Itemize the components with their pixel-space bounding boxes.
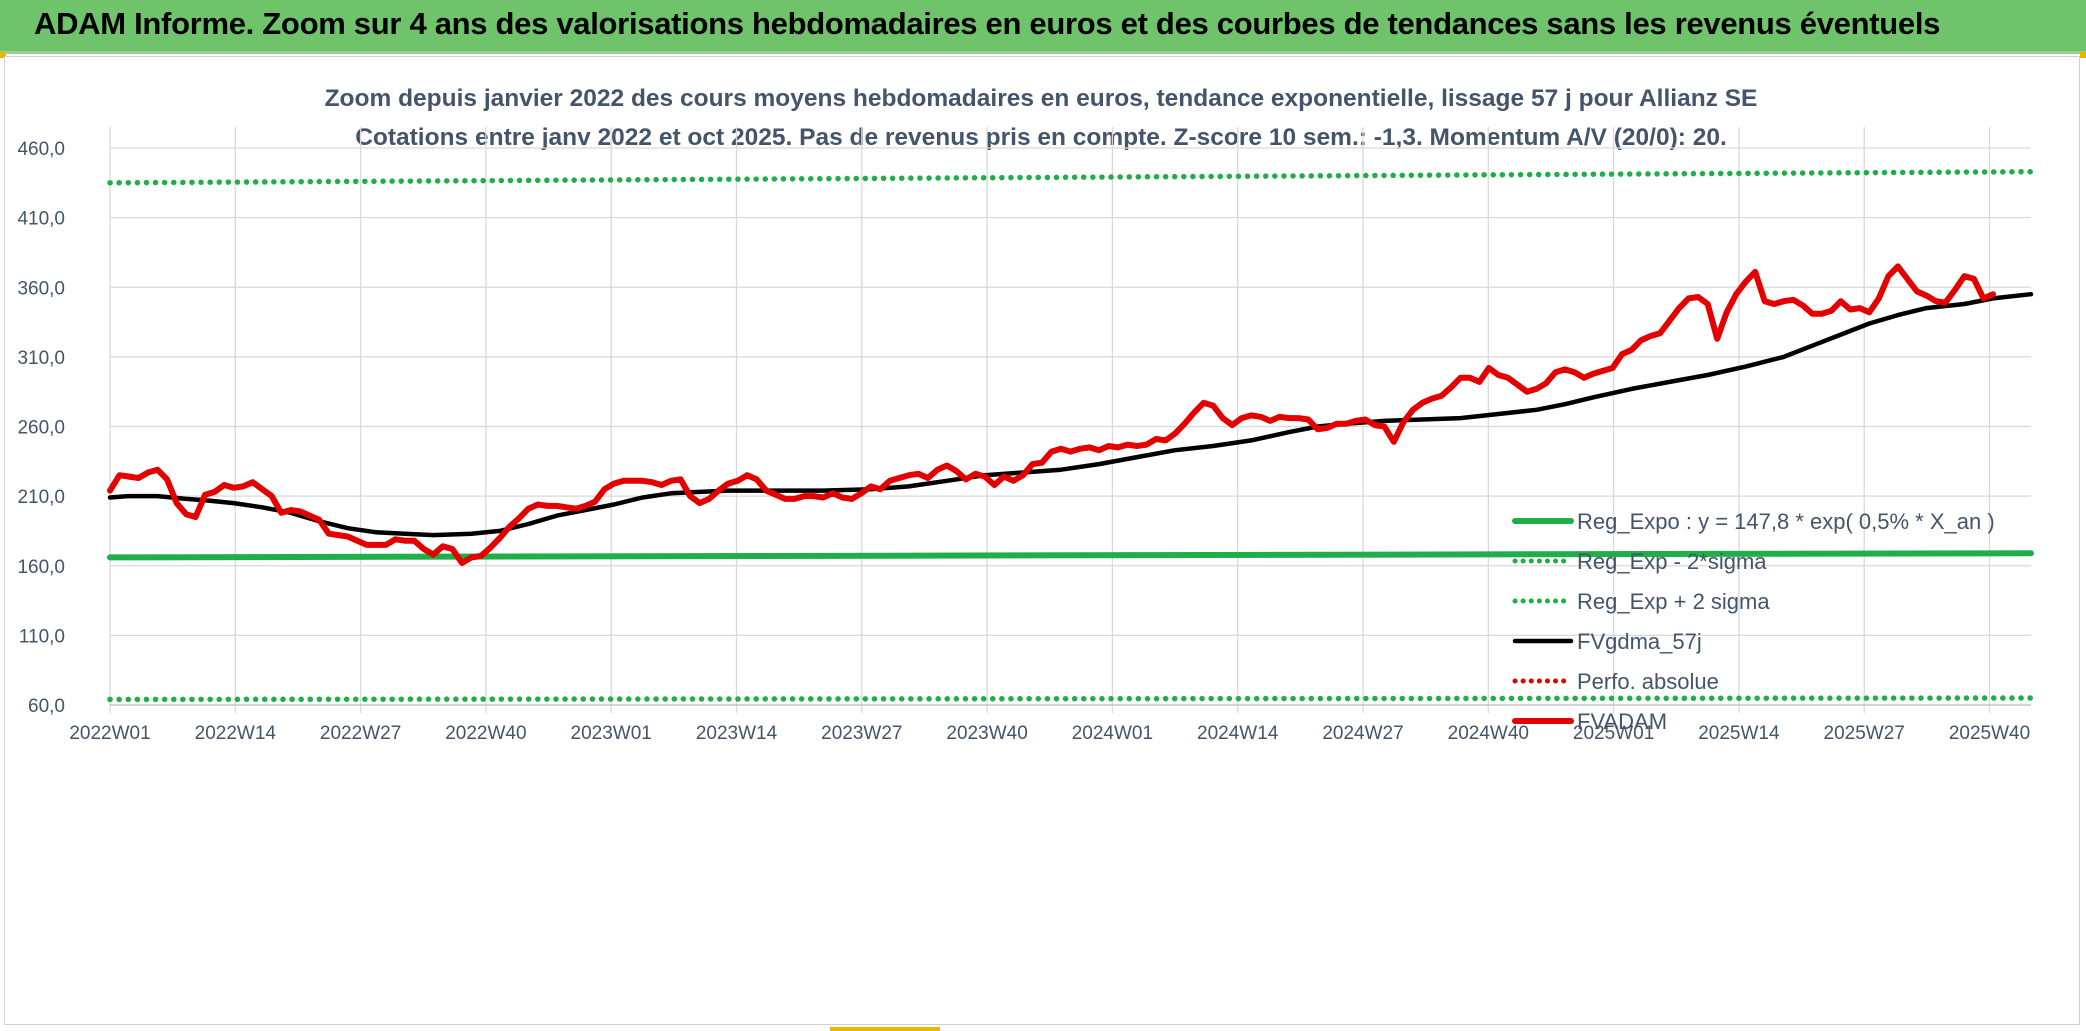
x-tick-label: 2024W01 — [1072, 723, 1153, 744]
y-tick-label: 60,0 — [28, 696, 65, 717]
legend: Reg_Expo : y = 147,8 * exp( 0,5% * X_an … — [1512, 509, 1995, 734]
x-tick-label: 2024W27 — [1322, 723, 1403, 744]
x-tick-label: 2022W40 — [445, 723, 526, 744]
legend-label: FVgdma_57j — [1577, 629, 1702, 654]
x-tick-label: 2025W14 — [1698, 723, 1780, 744]
y-tick-label: 360,0 — [17, 278, 65, 299]
grid-lines — [109, 127, 2031, 713]
series-line-1 — [107, 695, 2034, 703]
x-tick-label: 2025W01 — [1573, 723, 1654, 744]
x-tick-label: 2022W01 — [69, 723, 150, 744]
series-line-3 — [107, 291, 2034, 538]
y-tick-label: 310,0 — [17, 348, 65, 369]
x-tick-label: 2023W14 — [696, 723, 778, 744]
y-tick-label: 260,0 — [17, 418, 65, 439]
x-tick-label: 2024W14 — [1197, 723, 1279, 744]
corner-accent-left — [0, 52, 6, 58]
x-tick-label: 2025W27 — [1824, 723, 1905, 744]
corner-accent-right — [2080, 52, 2086, 58]
chart-frame: Zoom depuis janvier 2022 des cours moyen… — [4, 56, 2080, 1025]
x-tick-label: 2023W27 — [821, 723, 902, 744]
legend-label: Reg_Expo : y = 147,8 * exp( 0,5% * X_an … — [1577, 509, 1995, 534]
legend-label: Reg_Exp - 2*sigma — [1577, 549, 1767, 574]
y-tick-label: 210,0 — [17, 487, 65, 508]
legend-label: Perfo. absolue — [1577, 669, 1719, 694]
y-tick-label: 410,0 — [17, 209, 65, 230]
line-chart: Zoom depuis janvier 2022 des cours moyen… — [17, 85, 2034, 744]
y-tick-label: 160,0 — [17, 557, 65, 578]
report-banner-title: ADAM Informe. Zoom sur 4 ans des valoris… — [34, 6, 1941, 41]
legend-label: Reg_Exp + 2 sigma — [1577, 589, 1770, 614]
x-tick-label: 2022W27 — [320, 723, 401, 744]
bottom-accent — [830, 1027, 940, 1031]
y-axis-ticks: 60,0 110,0 160,0 210,0 260,0 310,0 360,0 410,0 4… — [17, 139, 65, 717]
x-axis-ticks: 2022W01 2022W14 2022W27 2022W40 2023W01 2023W… — [69, 723, 2030, 744]
x-tick-label: 2022W14 — [195, 723, 277, 744]
series-line-2 — [107, 168, 2034, 186]
series-line-0 — [107, 550, 2034, 561]
x-tick-label: 2024W40 — [1448, 723, 1529, 744]
chart-title: Zoom depuis janvier 2022 des cours moyen… — [325, 85, 1758, 112]
y-tick-label: 460,0 — [17, 139, 65, 160]
x-tick-label: 2023W40 — [946, 723, 1027, 744]
legend-label: FVADAM — [1577, 709, 1667, 734]
report-banner: ADAM Informe. Zoom sur 4 ans des valoris… — [0, 0, 2086, 54]
x-tick-label: 2023W01 — [571, 723, 652, 744]
y-tick-label: 110,0 — [19, 626, 65, 647]
series-line-5 — [107, 263, 1996, 566]
series-lines — [107, 168, 2034, 703]
x-tick-label: 2025W40 — [1949, 723, 2030, 744]
chart-subtitle: Cotations entre janv 2022 et oct 2025. P… — [355, 124, 1727, 151]
